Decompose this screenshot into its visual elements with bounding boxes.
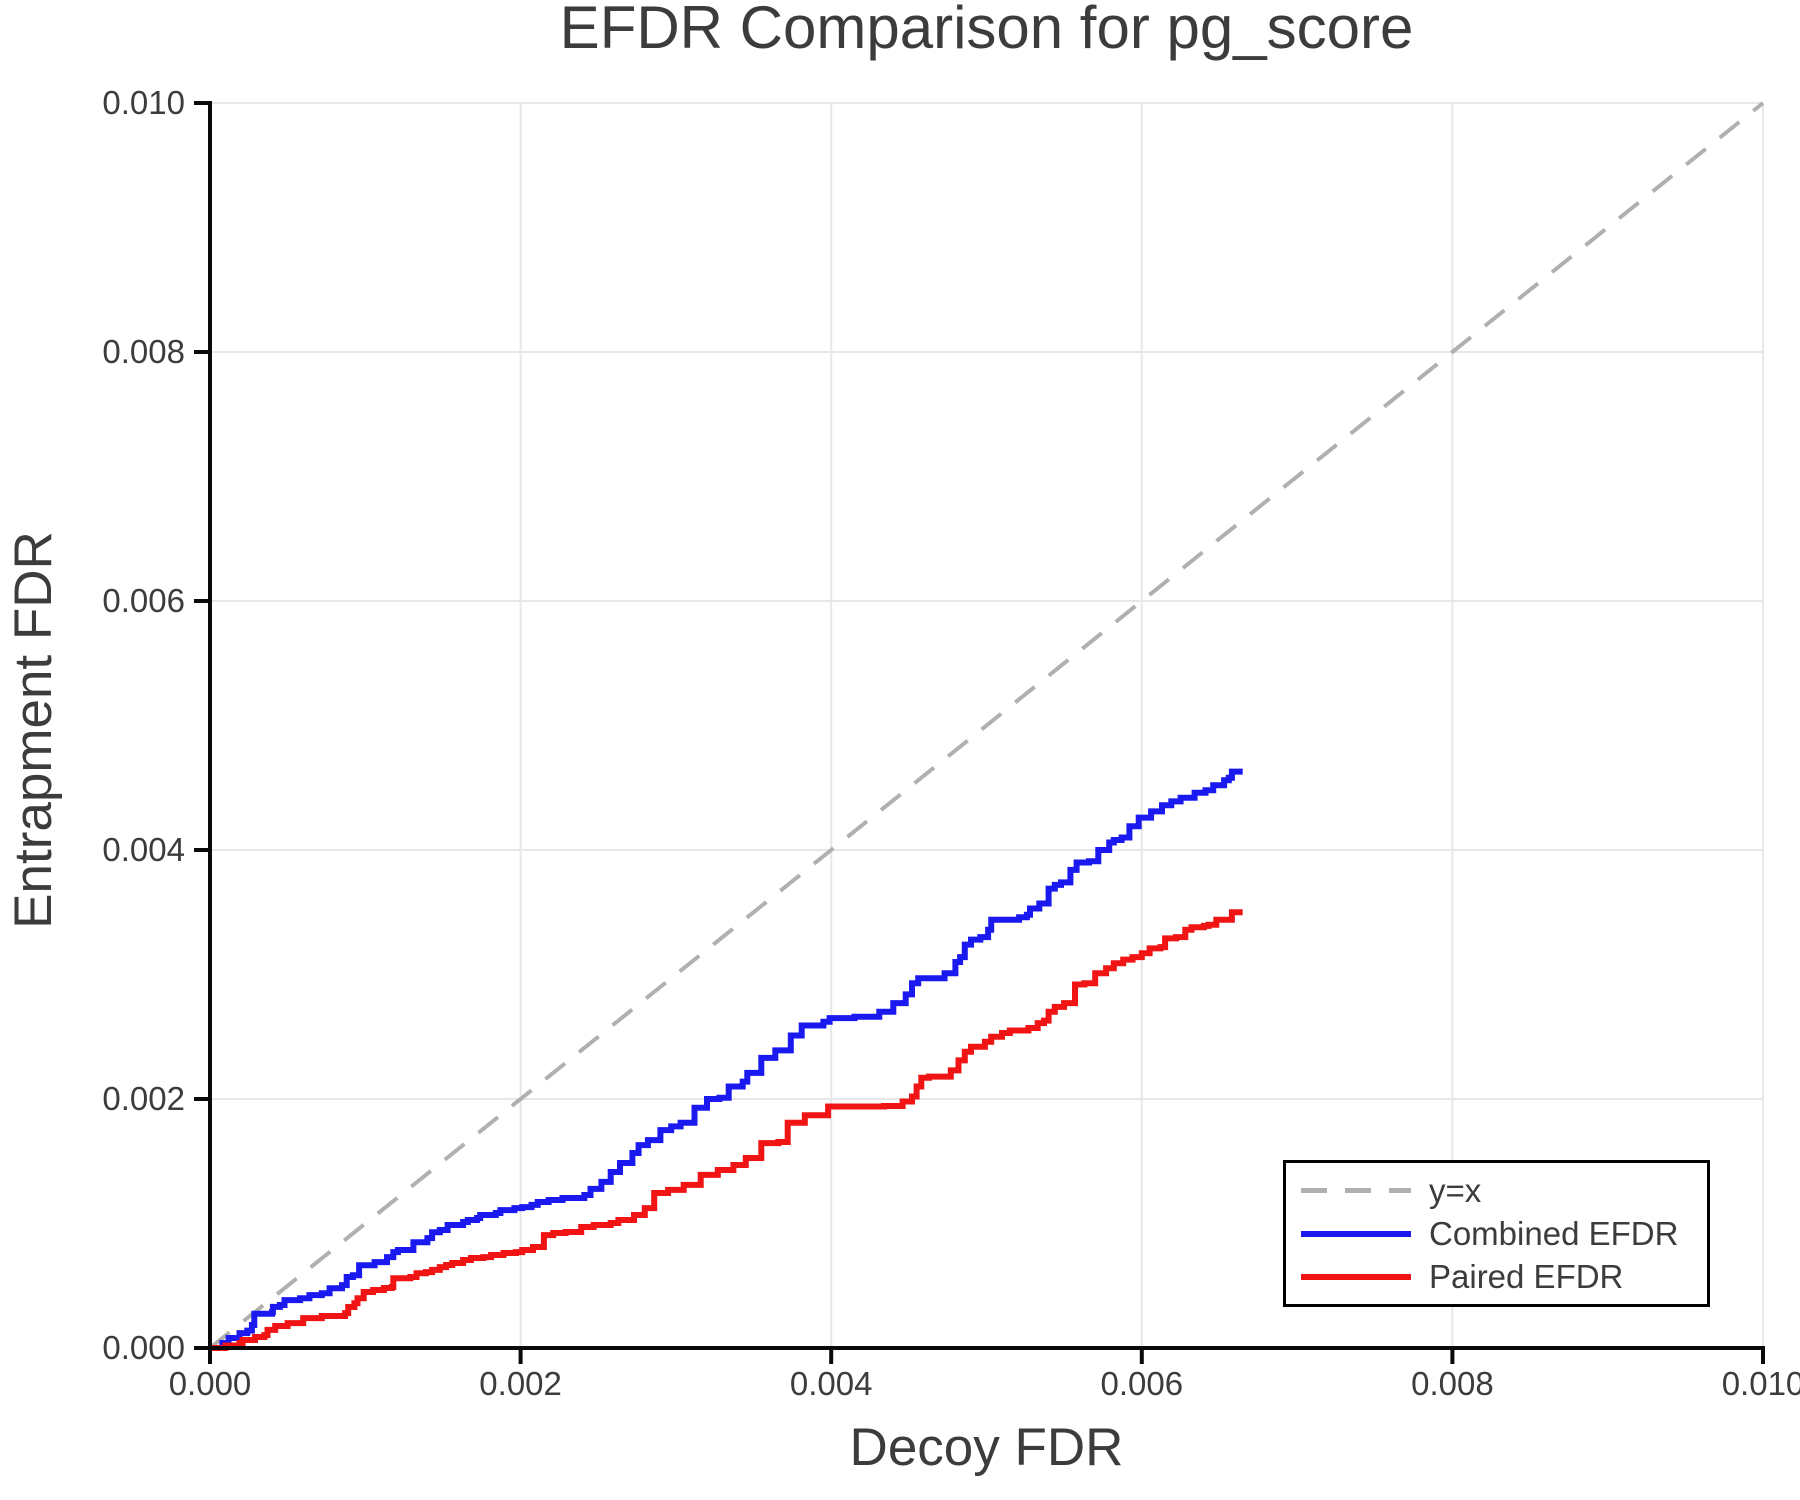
x-tick-label: 0.002 [479,1365,562,1402]
x-tick-label: 0.010 [1721,1365,1800,1402]
legend-label: Combined EFDR [1429,1214,1679,1252]
y-tick-label: 0.002 [102,1080,185,1117]
legend-label: Paired EFDR [1429,1257,1624,1295]
dashed-line-swatch [1301,1188,1411,1193]
x-tick-label: 0.006 [1100,1365,1184,1402]
y-tick-label: 0.008 [102,333,185,370]
legend-item-combined-efdr: Combined EFDR [1301,1215,1707,1252]
legend-item-yx: y=x [1301,1172,1707,1209]
blue-line-swatch [1301,1230,1411,1237]
x-tick-label: 0.004 [789,1365,873,1402]
chart-title: EFDR Comparison for pg_score [559,0,1414,61]
y-tick-label: 0.010 [102,84,185,121]
legend-item-paired-efdr: Paired EFDR [1301,1258,1707,1295]
series-combined-efdr [210,768,1243,1351]
y-tick-label: 0.004 [102,831,185,868]
series-y-x [208,101,1765,1350]
legend: y=x Combined EFDR Paired EFDR [1283,1160,1710,1307]
x-tick-label: 0.000 [168,1365,252,1402]
legend-label: y=x [1429,1171,1482,1209]
red-line-swatch [1301,1273,1411,1280]
y-axis-label: Entrapment FDR [4,531,63,929]
x-axis-label: Decoy FDR [849,1418,1124,1477]
series-paired-efdr [210,909,1243,1351]
y-tick-label: 0.006 [102,582,185,619]
y-tick-label: 0.000 [102,1329,185,1366]
x-tick-label: 0.008 [1411,1365,1494,1402]
